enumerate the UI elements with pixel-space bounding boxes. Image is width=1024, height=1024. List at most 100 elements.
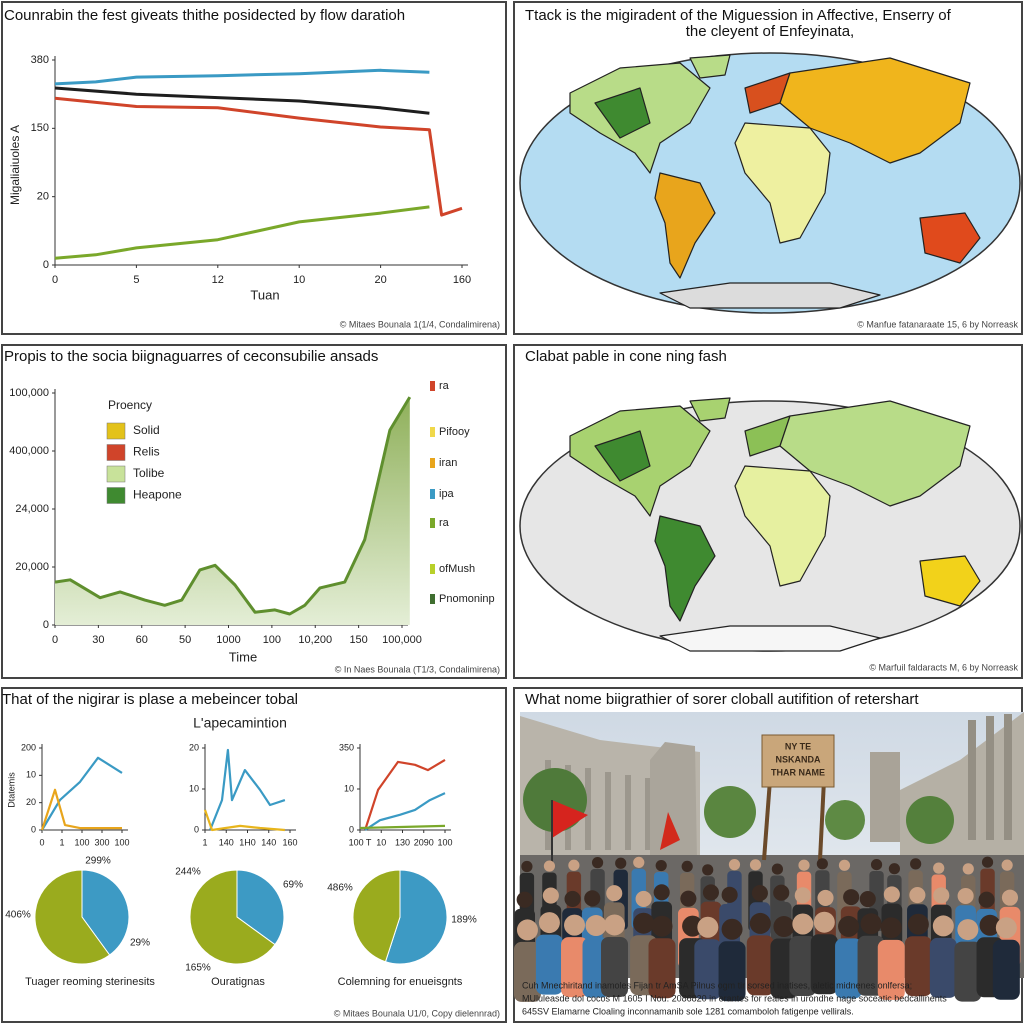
person <box>992 939 1020 1000</box>
legend-swatch <box>106 487 126 504</box>
line <box>359 824 446 830</box>
area <box>55 397 410 625</box>
y-tick-label: 20 <box>37 191 49 203</box>
person-head <box>907 913 929 935</box>
x-tick-label: 1000 <box>216 634 240 646</box>
person-head <box>860 913 882 935</box>
pie-annotation: 406% <box>5 910 31 921</box>
chart-title: Propis to the socia biignaguarres of cec… <box>4 348 378 365</box>
person-head <box>584 890 601 907</box>
map <box>519 52 1021 314</box>
person-head <box>591 857 604 869</box>
pie-slice <box>34 869 111 965</box>
line <box>54 86 430 115</box>
x-tick-label: 2090 <box>414 837 434 847</box>
map-region <box>659 282 881 309</box>
x-axis-label: Time <box>229 649 257 664</box>
person-head <box>542 887 559 904</box>
person-head <box>680 890 697 907</box>
person <box>561 937 589 998</box>
line <box>40 788 122 831</box>
person-head <box>516 891 533 908</box>
panel <box>1 687 507 1023</box>
person-head <box>794 887 811 904</box>
line <box>54 68 430 86</box>
person <box>746 935 774 996</box>
line <box>364 792 446 831</box>
person-head <box>995 917 1017 939</box>
photo-title: What nome biigrathier of sorer cloball a… <box>525 691 919 708</box>
person-head <box>773 884 790 901</box>
panel-subtitle: L'apecamintion <box>193 715 287 731</box>
pie-slice <box>81 869 130 956</box>
pie-annotation: 189% <box>451 915 477 926</box>
y-tick-label: 10 <box>189 783 199 793</box>
pie-slice <box>236 869 285 946</box>
x-tick-label: 10 <box>293 274 305 286</box>
pie-annotation: 165% <box>185 963 211 974</box>
map-title: the cleyent of Enfeyinata, <box>686 23 854 40</box>
map-region <box>779 57 971 164</box>
person-head <box>633 856 645 869</box>
legend-label: Heapone <box>133 488 182 502</box>
person-head <box>697 916 719 938</box>
pie-annotation: 69% <box>283 880 303 891</box>
person-head <box>751 885 768 902</box>
photo-caption: 645SV Elamarne Cloaling inconnamanib sol… <box>522 1006 854 1016</box>
map-title: Clabat pable in cone ning fash <box>525 348 727 365</box>
y-tick-label: 20 <box>189 742 199 752</box>
person <box>929 937 957 998</box>
person-head <box>1001 859 1013 871</box>
x-tick-label: 300 <box>94 837 109 847</box>
map-region <box>734 122 831 244</box>
y-tick-label: 10 <box>344 783 354 793</box>
person-head <box>521 860 533 873</box>
map-region <box>654 172 716 279</box>
legend-swatch <box>430 427 435 437</box>
y-tick-label: 0 <box>43 619 49 631</box>
person-head <box>870 858 883 871</box>
person-head <box>653 884 670 901</box>
person-head <box>538 912 560 934</box>
person <box>601 936 629 997</box>
x-tick-label: 140 <box>219 837 234 847</box>
x-axis-label: Tuan <box>250 287 279 302</box>
person-head <box>655 859 667 872</box>
person-head <box>564 890 581 908</box>
person-head <box>564 914 586 936</box>
person-head <box>749 859 762 871</box>
y-tick-label: 0 <box>194 824 199 834</box>
line <box>41 756 123 831</box>
person-head <box>957 887 974 905</box>
person-head <box>568 859 580 871</box>
map-region <box>779 400 971 507</box>
x-tick-label: 100 <box>114 837 129 847</box>
map-region <box>654 515 716 622</box>
y-axis-label: Migaliaiuoles A <box>8 125 22 205</box>
map-region <box>659 625 881 652</box>
y-tick-label: 380 <box>31 54 49 66</box>
x-tick-label: 12 <box>212 274 224 286</box>
legend-swatch <box>106 444 126 461</box>
legend-label: ofMush <box>439 563 475 575</box>
person-head <box>516 919 538 941</box>
x-tick-label: 100,000 <box>382 634 422 646</box>
line <box>54 205 430 260</box>
map-region <box>734 465 831 587</box>
person-head <box>749 912 771 934</box>
y-tick-label: 350 <box>339 742 354 752</box>
person-head <box>585 915 607 937</box>
photo-caption: Cuh Mnechiritand inamoles Fijan tr AmSA … <box>522 980 912 990</box>
x-tick-label: 10,200 <box>298 634 332 646</box>
y-tick-label: 10 <box>26 770 36 780</box>
x-tick-label: 160 <box>453 274 471 286</box>
panel-title: That of the nigirar is plase a mebeincer… <box>2 691 298 708</box>
pie-annotation: 29% <box>130 938 150 949</box>
person-head <box>635 890 652 908</box>
person-head <box>792 913 814 935</box>
x-tick-label: 100 <box>263 634 281 646</box>
pie-annotation: 299% <box>85 856 111 867</box>
line <box>203 809 285 832</box>
legend-label: Pnomoninp <box>439 593 495 605</box>
person-head <box>771 863 783 875</box>
